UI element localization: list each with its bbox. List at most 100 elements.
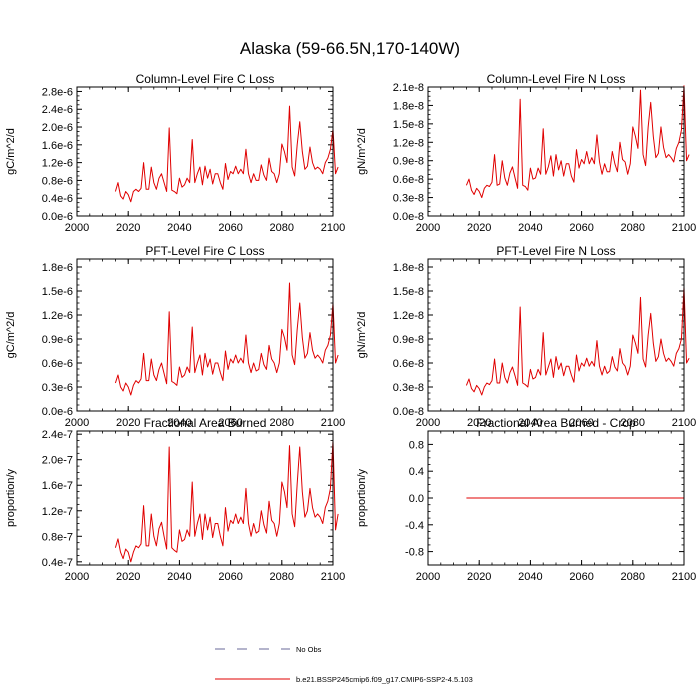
- chart-title: Fractional Area Burned: [144, 416, 267, 430]
- series-line: [465, 85, 690, 199]
- chart-title: Column-Level Fire C Loss: [136, 72, 275, 86]
- y-tick-label: 1.2e-8: [393, 310, 424, 322]
- x-tick-label: 2060: [569, 417, 593, 429]
- x-tick-label: 2020: [467, 222, 491, 234]
- y-tick-label: 1.6e-6: [42, 140, 73, 152]
- y-tick-label: 1.5e-8: [393, 286, 424, 298]
- y-tick-label: 0.8e-6: [42, 175, 73, 187]
- y-tick-label: -0.8: [405, 547, 424, 559]
- series-line: [465, 286, 690, 396]
- y-tick-label: 1.5e-8: [393, 119, 424, 131]
- x-tick-label: 2000: [65, 222, 89, 234]
- x-tick-label: 2040: [518, 222, 542, 234]
- x-tick-label: 2080: [270, 222, 294, 234]
- x-tick-label: 2000: [65, 571, 89, 583]
- y-tick-label: 1.5e-6: [42, 286, 73, 298]
- chart-title: Column-Level Fire N Loss: [487, 72, 626, 86]
- x-tick-label: 2100: [321, 417, 345, 429]
- y-tick-label: 0.3e-8: [393, 382, 424, 394]
- y-tick-label: 2.0e-7: [42, 455, 73, 467]
- x-tick-label: 2020: [116, 417, 140, 429]
- y-tick-label: -0.4: [405, 520, 424, 532]
- x-tick-label: 2040: [167, 417, 191, 429]
- y-axis-label: proportion/y: [5, 468, 17, 527]
- y-axis-label: gN/m^2/d: [356, 128, 368, 175]
- chart-panel-5: Fractional Area Burned - Crop proportion/…: [356, 416, 696, 583]
- y-tick-label: 0.4e-6: [42, 193, 73, 205]
- chart-title: PFT-Level Fire N Loss: [496, 244, 615, 258]
- y-axis-label: gC/m^2/d: [5, 128, 17, 175]
- y-tick-label: 0.0e-8: [393, 211, 424, 223]
- y-tick-label: 2.1e-8: [393, 82, 424, 94]
- series-line: [114, 282, 339, 396]
- x-tick-label: 2080: [621, 571, 645, 583]
- chart-title: PFT-Level Fire C Loss: [145, 244, 264, 258]
- x-tick-label: 2000: [65, 417, 89, 429]
- series-line: [114, 105, 339, 203]
- y-tick-label: 1.2e-8: [393, 137, 424, 149]
- x-tick-label: 2060: [218, 571, 242, 583]
- y-tick-label: 1.2e-7: [42, 506, 73, 518]
- y-tick-label: 0.9e-8: [393, 334, 424, 346]
- y-tick-label: 0.8e-7: [42, 531, 73, 543]
- y-tick-label: 0.0e-6: [42, 211, 73, 223]
- y-tick-label: 0.6e-6: [42, 358, 73, 370]
- chart-panels: Column-Level Fire C Loss gC/m^2/d 2000 2020…: [5, 72, 696, 583]
- x-tick-label: 2000: [416, 222, 440, 234]
- chart-panel-4: Fractional Area Burned proportion/y 2000 20…: [5, 416, 345, 583]
- plot-frame: [427, 258, 685, 412]
- y-axis-label: gC/m^2/d: [5, 312, 17, 359]
- legend-no-obs-label: No Obs: [296, 645, 322, 654]
- legend-model-label: b.e21.BSSP245cmip6.f09_g17.CMIP6-SSP2-4.…: [296, 675, 473, 684]
- legend: No Obs b.e21.BSSP245cmip6.f09_g17.CMIP6-…: [215, 645, 473, 684]
- x-tick-label: 2060: [569, 222, 593, 234]
- x-tick-label: 2000: [416, 417, 440, 429]
- y-axis-label: gN/m^2/d: [356, 312, 368, 359]
- series-line: [114, 440, 339, 563]
- y-tick-label: 0.0e-8: [393, 406, 424, 418]
- x-tick-label: 2020: [467, 417, 491, 429]
- chart-panel-2: PFT-Level Fire C Loss gC/m^2/d 2000 2020 204…: [5, 244, 345, 429]
- y-tick-label: 1.8e-6: [42, 262, 73, 274]
- y-tick-label: 0.6e-8: [393, 358, 424, 370]
- x-tick-label: 2080: [621, 222, 645, 234]
- x-tick-label: 2020: [116, 222, 140, 234]
- x-tick-label: 2060: [569, 571, 593, 583]
- x-tick-label: 2040: [518, 417, 542, 429]
- x-tick-label: 2040: [167, 222, 191, 234]
- y-tick-label: 1.8e-8: [393, 262, 424, 274]
- y-tick-label: 0.3e-6: [42, 382, 73, 394]
- y-tick-label: 0.4e-7: [42, 557, 73, 569]
- y-tick-label: 1.2e-6: [42, 310, 73, 322]
- x-tick-label: 2040: [167, 571, 191, 583]
- y-tick-label: 0.9e-6: [42, 334, 73, 346]
- x-tick-label: 2100: [672, 417, 696, 429]
- x-tick-label: 2100: [321, 222, 345, 234]
- x-tick-label: 2080: [270, 571, 294, 583]
- y-tick-label: 2.8e-6: [42, 86, 73, 98]
- y-tick-label: 0.4: [409, 466, 424, 478]
- plot-frame: [76, 430, 334, 566]
- x-tick-label: 2060: [218, 222, 242, 234]
- x-tick-label: 2020: [467, 571, 491, 583]
- y-tick-label: 0.3e-8: [393, 193, 424, 205]
- y-tick-label: 1.8e-8: [393, 100, 424, 112]
- y-axis-label: proportion/y: [356, 468, 368, 527]
- x-tick-label: 2100: [321, 571, 345, 583]
- plot-frame: [427, 430, 685, 566]
- x-tick-label: 2080: [621, 417, 645, 429]
- y-tick-label: 2.4e-7: [42, 429, 73, 441]
- x-tick-label: 2080: [270, 417, 294, 429]
- x-tick-label: 2060: [218, 417, 242, 429]
- figure-title: Alaska (59-66.5N,170-140W): [240, 39, 460, 58]
- y-tick-label: 0.0e-6: [42, 406, 73, 418]
- y-tick-label: 0.8: [409, 439, 424, 451]
- y-tick-label: 2.0e-6: [42, 122, 73, 134]
- chart-panel-3: PFT-Level Fire N Loss gN/m^2/d 2000 2020 204…: [356, 244, 696, 429]
- y-tick-label: 1.2e-6: [42, 158, 73, 170]
- chart-title: Fractional Area Burned - Crop: [476, 416, 636, 430]
- y-tick-label: 0.9e-8: [393, 156, 424, 168]
- x-tick-label: 2020: [116, 571, 140, 583]
- chart-panel-0: Column-Level Fire C Loss gC/m^2/d 2000 2020…: [5, 72, 345, 234]
